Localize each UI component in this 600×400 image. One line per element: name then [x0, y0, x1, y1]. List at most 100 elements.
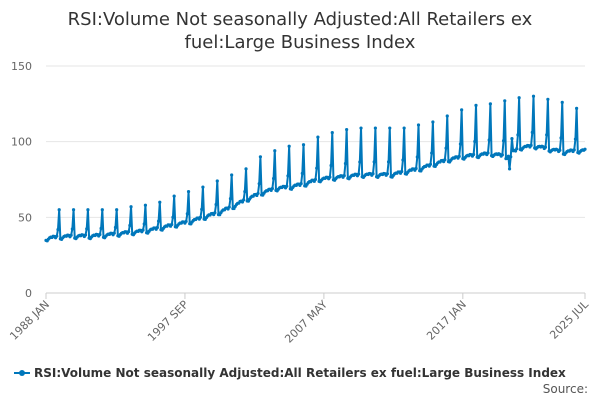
data-point[interactable] [214, 202, 218, 207]
data-point[interactable] [200, 207, 204, 211]
data-point[interactable] [86, 208, 90, 212]
data-point[interactable] [271, 176, 276, 181]
data-point[interactable] [386, 160, 391, 164]
data-point[interactable] [516, 133, 520, 137]
data-point[interactable] [256, 191, 260, 196]
data-point[interactable] [287, 144, 291, 148]
data-point[interactable] [98, 232, 102, 237]
data-point[interactable] [515, 147, 519, 151]
data-point[interactable] [359, 126, 363, 130]
data-point[interactable] [401, 158, 405, 162]
legend[interactable]: RSI:Volume Not seasonally Adjusted:All R… [14, 366, 566, 380]
data-point[interactable] [431, 120, 435, 124]
data-point[interactable] [330, 130, 334, 135]
data-point[interactable] [242, 198, 246, 202]
data-point[interactable] [343, 161, 348, 166]
data-point[interactable] [572, 148, 576, 152]
data-point[interactable] [560, 100, 564, 104]
data-point[interactable] [100, 208, 104, 212]
data-point[interactable] [500, 153, 504, 157]
data-point[interactable] [460, 108, 464, 112]
data-point[interactable] [113, 225, 118, 229]
data-point[interactable] [315, 166, 319, 170]
data-point[interactable] [414, 166, 418, 171]
data-point[interactable] [141, 228, 145, 232]
data-point[interactable] [70, 227, 74, 231]
data-point[interactable] [329, 163, 333, 168]
data-point[interactable] [372, 160, 376, 164]
data-point[interactable] [558, 148, 562, 152]
data-point[interactable] [156, 219, 161, 223]
data-point[interactable] [127, 230, 131, 234]
data-point[interactable] [313, 177, 318, 182]
data-point[interactable] [428, 162, 433, 166]
data-point[interactable] [488, 102, 492, 106]
data-point[interactable] [71, 208, 76, 212]
data-point[interactable] [257, 182, 261, 186]
data-point[interactable] [430, 151, 434, 155]
data-point[interactable] [56, 227, 60, 232]
data-point[interactable] [457, 154, 461, 158]
data-point[interactable] [487, 138, 491, 142]
data-point[interactable] [385, 172, 389, 176]
data-point[interactable] [170, 222, 174, 227]
data-point[interactable] [83, 233, 88, 237]
data-point[interactable] [517, 96, 521, 100]
data-point[interactable] [559, 136, 563, 140]
data-point[interactable] [443, 158, 447, 162]
data-point[interactable] [402, 126, 406, 130]
data-point[interactable] [299, 181, 303, 186]
data-point[interactable] [300, 171, 304, 175]
data-point[interactable] [373, 126, 377, 130]
data-point[interactable] [85, 227, 89, 231]
data-point[interactable] [328, 175, 332, 179]
data-point[interactable] [529, 143, 533, 147]
data-point[interactable] [172, 194, 176, 198]
data-point[interactable] [129, 205, 133, 209]
data-point[interactable] [316, 135, 320, 139]
data-point[interactable] [128, 223, 132, 228]
data-point[interactable] [227, 205, 231, 209]
data-point[interactable] [285, 184, 289, 188]
data-point[interactable] [546, 97, 550, 101]
data-point[interactable] [573, 137, 578, 141]
data-point[interactable] [57, 208, 61, 212]
data-point[interactable] [371, 172, 375, 176]
data-point[interactable] [186, 190, 191, 194]
data-point[interactable] [415, 155, 419, 159]
data-point[interactable] [342, 174, 346, 178]
data-point[interactable] [244, 167, 248, 171]
data-point[interactable] [543, 145, 548, 149]
data-point[interactable] [228, 196, 233, 201]
data-point[interactable] [357, 172, 361, 176]
data-point[interactable] [270, 186, 274, 191]
data-point[interactable] [506, 154, 510, 158]
data-point[interactable] [185, 212, 189, 216]
data-point[interactable] [358, 160, 362, 164]
data-point[interactable] [501, 139, 506, 143]
data-point[interactable] [112, 231, 116, 235]
data-point[interactable] [473, 139, 477, 144]
data-point[interactable] [545, 133, 549, 137]
data-point[interactable] [55, 234, 59, 238]
data-point[interactable] [142, 222, 146, 226]
data-point[interactable] [213, 211, 217, 215]
data-point[interactable] [416, 123, 421, 127]
data-point[interactable] [530, 130, 534, 135]
data-point[interactable] [201, 185, 205, 189]
data-point[interactable] [388, 126, 392, 130]
data-point[interactable] [258, 155, 262, 159]
data-point[interactable] [69, 233, 73, 237]
data-point[interactable] [531, 94, 536, 98]
data-point[interactable] [445, 114, 449, 118]
data-point[interactable] [198, 215, 203, 219]
data-point[interactable] [143, 203, 148, 207]
data-point[interactable] [171, 215, 175, 219]
data-point[interactable] [444, 146, 448, 150]
data-point[interactable] [400, 169, 404, 174]
data-point[interactable] [215, 179, 219, 183]
data-point[interactable] [99, 226, 103, 230]
data-point[interactable] [507, 167, 512, 171]
data-point[interactable] [458, 142, 463, 146]
data-point[interactable] [474, 103, 478, 107]
